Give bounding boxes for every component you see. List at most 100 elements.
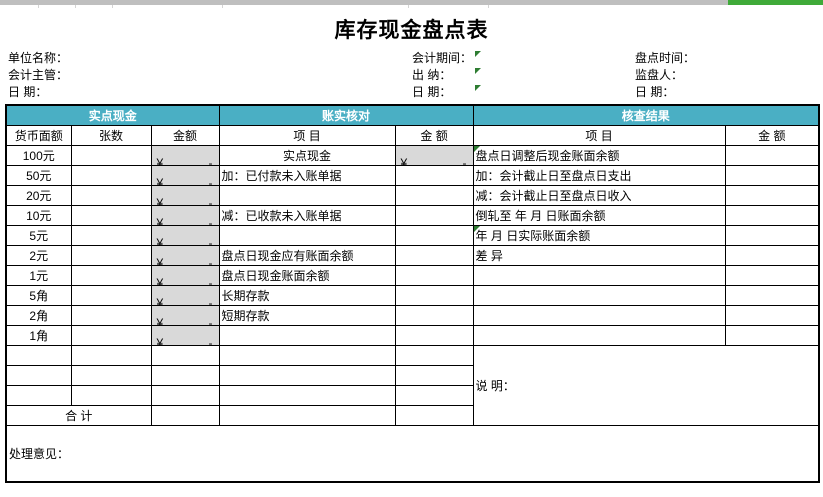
amount-cell-3[interactable] <box>724 245 821 266</box>
amount-cell-2[interactable] <box>394 325 474 346</box>
amount-cell-1[interactable]: ¥ - <box>150 245 220 266</box>
group-header-result: 核查结果 <box>472 104 821 126</box>
amount-cell-2[interactable] <box>394 245 474 266</box>
total-amount-1[interactable] <box>150 405 220 426</box>
cash-count-table: 实点现金 账实核对 核查结果 货币面额 张数 金额 项 目 金 额 项 目 金 … <box>4 104 821 483</box>
amount-cell-1[interactable] <box>150 385 220 406</box>
denomination-cell: 20元 <box>5 185 72 206</box>
amount-cell-3[interactable] <box>724 145 821 166</box>
amount-cell-2[interactable] <box>394 385 474 406</box>
currency-symbol: ¥ <box>156 335 164 346</box>
count-cell[interactable] <box>70 365 152 386</box>
amount-cell-3[interactable] <box>724 305 821 326</box>
error-triangle-icon <box>475 85 481 91</box>
reconcile-item <box>218 185 396 206</box>
currency-symbol: ¥ <box>156 275 164 286</box>
table-row: 2元 ¥ - 盘点日现金应有账面余额 差 异 <box>5 245 821 266</box>
amount-cell-1[interactable]: ¥ - <box>150 285 220 306</box>
amount-cell-2[interactable] <box>394 165 474 186</box>
denomination-cell[interactable] <box>5 365 72 386</box>
count-cell[interactable] <box>70 385 152 406</box>
result-item: 倒轧至 年 月 日账面余额 <box>472 205 726 226</box>
amount-cell-1[interactable]: ¥ - <box>150 145 220 166</box>
amount-cell-3[interactable] <box>724 325 821 346</box>
table-row: 1元 ¥ - 盘点日现金账面余额 <box>5 265 821 286</box>
result-item <box>472 305 726 326</box>
dash-symbol: - <box>208 195 213 206</box>
dash-symbol: - <box>208 255 213 266</box>
amount-cell-1[interactable]: ¥ - <box>150 305 220 326</box>
amount-cell-1[interactable] <box>150 345 220 366</box>
amount-cell-3[interactable] <box>724 185 821 206</box>
total-amount-2[interactable] <box>394 405 474 426</box>
amount-cell-1[interactable]: ¥ - <box>150 225 220 246</box>
meta-label-date-mid: 日 期： <box>412 85 452 99</box>
amount-cell-2[interactable] <box>394 225 474 246</box>
table-opinion-row: 处理意见： <box>4 425 821 483</box>
reconcile-item: 盘点日现金应有账面余额 <box>218 245 396 266</box>
table-row: 说 明： <box>5 345 821 426</box>
reconcile-item <box>218 325 396 346</box>
amount-cell-3[interactable] <box>724 165 821 186</box>
amount-cell-2[interactable] <box>394 365 474 386</box>
reconcile-item: 减：已收款未入账单据 <box>218 205 396 226</box>
reconcile-item <box>218 225 396 246</box>
count-cell[interactable] <box>70 205 152 226</box>
meta-label-cashier: 出 纳： <box>412 68 452 82</box>
topbar-tick <box>222 5 223 8</box>
denomination-cell[interactable] <box>5 385 72 406</box>
amount-cell-3[interactable] <box>724 265 821 286</box>
count-cell[interactable] <box>70 245 152 266</box>
count-cell[interactable] <box>70 265 152 286</box>
amount-cell-3[interactable] <box>724 225 821 246</box>
count-cell[interactable] <box>70 225 152 246</box>
col-header-amount-3: 金 额 <box>724 125 821 146</box>
amount-cell-2[interactable] <box>394 345 474 366</box>
currency-symbol: ¥ <box>156 295 164 306</box>
count-cell[interactable] <box>70 165 152 186</box>
count-cell[interactable] <box>70 325 152 346</box>
reconcile-item: 加：已付款未入账单据 <box>218 165 396 186</box>
table-row: 1角 ¥ - <box>5 325 821 346</box>
denomination-cell: 10元 <box>5 205 72 226</box>
table-column-header-row: 货币面额 张数 金额 项 目 金 额 项 目 金 额 <box>5 125 821 146</box>
amount-cell-2[interactable] <box>394 305 474 326</box>
amount-cell-3[interactable] <box>724 285 821 306</box>
amount-cell-2[interactable] <box>394 285 474 306</box>
error-triangle-icon <box>474 226 480 232</box>
currency-symbol: ¥ <box>156 155 164 166</box>
denomination-cell[interactable] <box>5 345 72 366</box>
count-cell[interactable] <box>70 345 152 366</box>
reconcile-item <box>218 405 396 426</box>
meta-label-count-time: 盘点时间： <box>635 51 696 65</box>
currency-symbol: ¥ <box>156 175 164 186</box>
count-cell[interactable] <box>70 305 152 326</box>
meta-label-period: 会计期间： <box>412 51 473 65</box>
amount-cell-2[interactable] <box>394 205 474 226</box>
dash-symbol: - <box>208 175 213 186</box>
amount-cell-1[interactable]: ¥ - <box>150 325 220 346</box>
amount-cell-2[interactable] <box>394 265 474 286</box>
dash-symbol: - <box>208 295 213 306</box>
amount-cell-1[interactable] <box>150 365 220 386</box>
amount-cell-2[interactable]: ¥ - <box>394 145 474 166</box>
currency-symbol: ¥ <box>156 315 164 326</box>
count-cell[interactable] <box>70 145 152 166</box>
amount-cell-1[interactable]: ¥ - <box>150 265 220 286</box>
dash-symbol: - <box>208 155 213 166</box>
reconcile-item <box>218 385 396 406</box>
amount-cell-1[interactable]: ¥ - <box>150 205 220 226</box>
result-item: 差 异 <box>472 245 726 266</box>
group-header-reconcile: 账实核对 <box>218 104 474 126</box>
amount-cell-3[interactable] <box>724 205 821 226</box>
amount-cell-1[interactable]: ¥ - <box>150 185 220 206</box>
currency-symbol: ¥ <box>156 195 164 206</box>
amount-cell-1[interactable]: ¥ - <box>150 165 220 186</box>
count-cell[interactable] <box>70 285 152 306</box>
denomination-cell: 100元 <box>5 145 72 166</box>
error-triangle-icon <box>475 68 481 74</box>
count-cell[interactable] <box>70 185 152 206</box>
result-item <box>472 265 726 286</box>
amount-cell-2[interactable] <box>394 185 474 206</box>
result-item: 加：会计截止日至盘点日支出 <box>472 165 726 186</box>
